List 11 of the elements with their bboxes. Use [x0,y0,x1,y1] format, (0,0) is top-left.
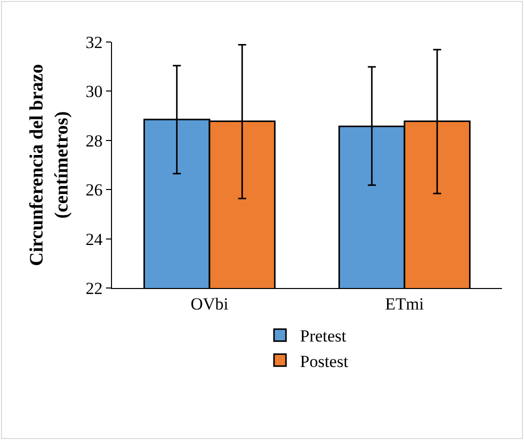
y-tick-label: 24 [86,230,104,249]
x-tick-label: OVbi [190,294,229,314]
y-tick-label: 26 [86,180,103,200]
legend-label: Pretest [300,326,347,346]
y-tick-label: 22 [86,278,103,298]
x-tick-label: ETmi [385,294,424,314]
y-tick-label: 30 [86,82,103,102]
y-tick-label: 32 [86,32,103,52]
y-tick-label: 28 [86,131,103,150]
legend-label: Postest [300,352,348,371]
y-axis-title: Circunferencia del brazo (centímetros) [26,64,72,266]
